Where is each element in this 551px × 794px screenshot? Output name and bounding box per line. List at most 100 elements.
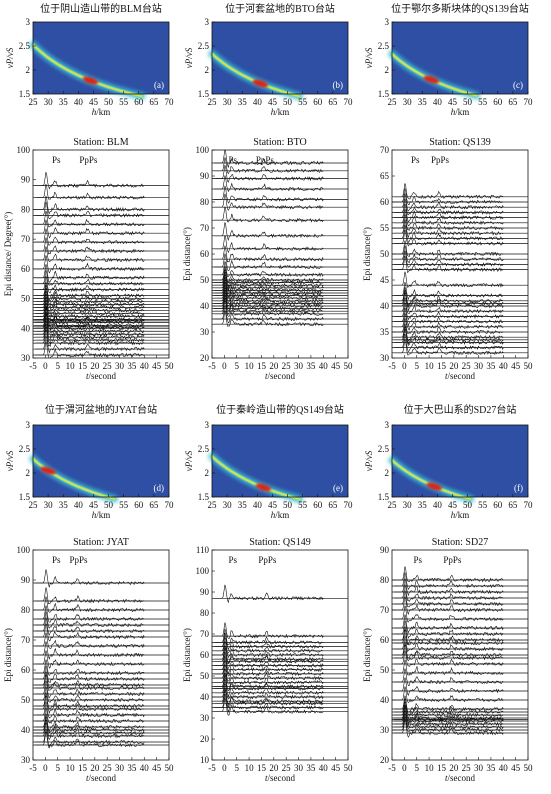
x-tick-label: 40 — [74, 500, 84, 510]
y-tick-label: 3 — [26, 420, 31, 430]
y-tick-label: 2.5 — [19, 444, 31, 454]
receiver-function-trace — [214, 305, 324, 324]
x-axis-label-unit: /second — [448, 773, 476, 783]
x-tick-label: 25 — [29, 97, 39, 107]
x-tick-label: 20 — [90, 361, 100, 371]
x-tick-label: 10 — [425, 361, 435, 371]
x-axis-label-unit: /km — [455, 510, 469, 520]
panel-title: Station: BLM — [73, 137, 128, 148]
x-tick-label: 5 — [414, 361, 419, 371]
x-tick-label: 70 — [165, 97, 175, 107]
y-tick-label: 2.5 — [378, 41, 390, 51]
x-axis-label: h/km — [92, 510, 111, 520]
x-tick-label: 10 — [245, 763, 255, 773]
x-tick-label: 45 — [268, 500, 278, 510]
receiver-function-trace — [394, 641, 504, 659]
x-tick-label: 45 — [511, 763, 521, 773]
peak-marker — [40, 466, 56, 475]
x-tick-label: 50 — [463, 97, 473, 107]
x-axis-label: h/km — [451, 510, 470, 520]
phase-label-ps: Ps — [52, 155, 61, 165]
receiver-function-trace — [35, 284, 145, 302]
x-tick-label: 10 — [66, 361, 76, 371]
x-tick-label: 45 — [89, 97, 99, 107]
receiver-function-trace — [35, 172, 145, 190]
panel-title: Station: QS139 — [429, 137, 490, 148]
x-tick-label: 30 — [474, 361, 484, 371]
y-tick-label: 3 — [385, 420, 390, 430]
x-tick-label: 15 — [257, 763, 267, 773]
x-axis-label: t/second — [86, 773, 117, 783]
receiver-function-trace — [214, 235, 324, 254]
x-tick-label: 65 — [508, 500, 518, 510]
receiver-function-trace — [35, 293, 145, 312]
peak-marker — [252, 79, 269, 88]
panel-tag: (d) — [154, 483, 165, 493]
y-tick-label: 1.5 — [198, 492, 210, 502]
y-tick-label: 40 — [200, 301, 210, 311]
x-tick-label: 20 — [449, 361, 459, 371]
receiver-function-trace — [214, 637, 324, 655]
traces — [392, 183, 528, 356]
x-axis-label: t/second — [265, 773, 296, 783]
y-tick-label: 90 — [21, 575, 31, 585]
heatmap-background — [212, 425, 348, 497]
traces — [212, 150, 348, 327]
y-tick-label: 50 — [380, 665, 390, 675]
x-tick-label: 45 — [268, 97, 278, 107]
x-tick-label: 50 — [104, 97, 114, 107]
y-axis-label: νP/νS — [184, 47, 194, 68]
receiver-function-trace — [214, 656, 324, 675]
x-tick-label: 30 — [294, 763, 304, 773]
panel-tag: (c) — [513, 80, 523, 90]
x-tick-label: 30 — [44, 500, 54, 510]
receiver-function-trace — [394, 282, 504, 301]
y-axis-label: Epi distance(°) — [362, 227, 372, 281]
x-tick-label: 10 — [425, 763, 435, 773]
x-tick-label: 60 — [134, 97, 144, 107]
y-tick-label: 30 — [21, 755, 31, 765]
receiver-function-trace — [394, 326, 504, 345]
y-tick-label: 40 — [380, 695, 390, 705]
receiver-function-trace — [214, 628, 324, 646]
hk-panel: 位于大巴山系的SD27台站 (f) 25 30 35 40 45 50 55 60 65 70 1.5 2… — [364, 403, 533, 520]
panel-title: 位于渭河盆地的JYAT台站 — [45, 403, 157, 416]
receiver-function-trace — [35, 317, 145, 334]
receiver-function-trace — [214, 292, 324, 311]
receiver-function-trace — [35, 341, 145, 358]
x-tick-label: 35 — [238, 97, 248, 107]
y-tick-label: 50 — [200, 671, 210, 681]
receiver-function-trace — [394, 297, 504, 314]
x-axis-label-symbol: h — [451, 107, 456, 117]
y-tick-label: 90 — [21, 175, 31, 185]
traces — [33, 172, 169, 358]
y-tick-label: 60 — [21, 665, 31, 675]
y-axis-label: νP/νS — [364, 450, 374, 471]
x-axis-label-symbol: h — [92, 510, 97, 520]
x-axis-label-symbol: t — [445, 371, 448, 381]
x-tick-label: 5 — [234, 763, 239, 773]
x-tick-label: 40 — [253, 500, 263, 510]
x-tick-label: 30 — [403, 97, 413, 107]
x-tick-label: 0 — [402, 763, 407, 773]
y-tick-label: 70 — [21, 234, 31, 244]
y-tick-label: 60 — [200, 650, 210, 660]
receiver-function-trace — [35, 707, 145, 725]
x-tick-label: 30 — [474, 763, 484, 773]
peak-marker — [426, 482, 442, 491]
x-axis-label-symbol: h — [451, 510, 456, 520]
x-tick-label: 30 — [223, 500, 233, 510]
y-tick-label: 1.5 — [378, 89, 390, 99]
receiver-function-trace — [214, 279, 324, 298]
x-tick-label: 40 — [74, 97, 84, 107]
x-tick-label: 30 — [223, 97, 233, 107]
x-axis-label-unit: /second — [268, 773, 296, 783]
phase-label-ps: Ps — [229, 555, 238, 565]
x-tick-label: 35 — [59, 500, 69, 510]
y-tick-label: 20 — [380, 755, 390, 765]
x-tick-label: 50 — [104, 500, 114, 510]
x-tick-label: 45 — [152, 763, 162, 773]
plot-frame — [32, 21, 170, 95]
x-tick-label: 35 — [418, 97, 428, 107]
